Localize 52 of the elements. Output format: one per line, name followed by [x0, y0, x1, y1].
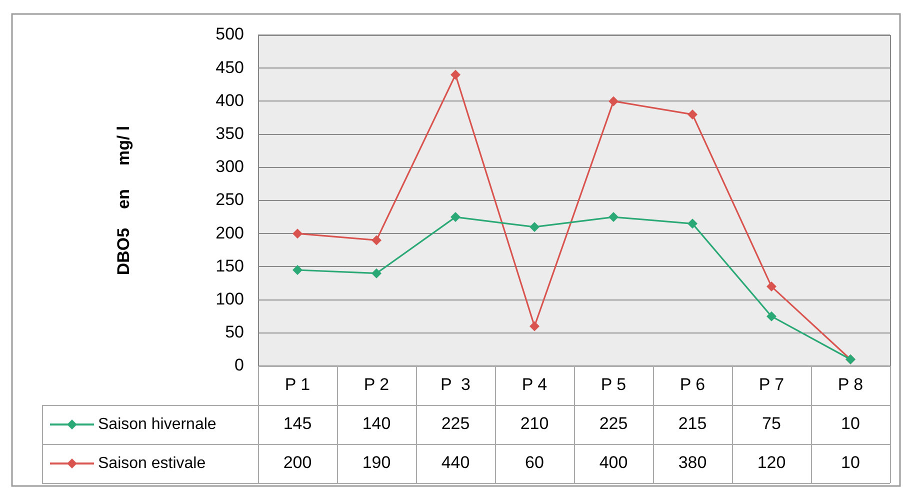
point [372, 235, 382, 246]
data-label: 440 [441, 453, 470, 472]
data-label: 215 [678, 414, 707, 434]
point [766, 311, 776, 322]
point [608, 96, 618, 106]
y-tick-label: 500 [216, 24, 244, 44]
data-label: 120 [757, 453, 786, 472]
point [530, 321, 540, 332]
point [450, 70, 460, 80]
y-tick-label: 350 [216, 124, 244, 143]
data-label: 145 [283, 414, 312, 434]
data-label: 400 [599, 453, 628, 472]
point [688, 218, 698, 229]
data-label: 190 [362, 453, 391, 472]
x-tick-label: P 8 [838, 375, 864, 394]
y-tick-label: 250 [216, 190, 244, 210]
point [530, 222, 540, 232]
legend-label: Saison hivernale [98, 416, 216, 433]
point [292, 265, 302, 276]
y-tick-label: 300 [216, 157, 244, 176]
data-label: 225 [441, 414, 470, 434]
data-label: 225 [599, 414, 628, 434]
y-tick-label: 50 [225, 322, 244, 342]
x-tick-label: P 7 [758, 375, 784, 394]
y-tick-label: 200 [216, 223, 244, 242]
y-tick-label: 150 [216, 256, 244, 276]
x-tick-label: P 1 [284, 375, 310, 394]
y-tick-label: 0 [234, 356, 244, 375]
point [608, 212, 618, 222]
y-tick-label: 100 [216, 289, 244, 308]
data-label: 140 [362, 414, 391, 434]
data-label: 10 [841, 453, 860, 472]
y-axis-title: DBO5 en mg/ l [114, 126, 133, 276]
point [450, 212, 460, 222]
data-label: 210 [520, 414, 549, 434]
x-tick-label: P 4 [522, 375, 548, 394]
x-tick-label: P 2 [364, 375, 390, 394]
data-label: 75 [762, 414, 781, 434]
point [688, 109, 698, 120]
x-tick-label: P 6 [680, 375, 706, 394]
point [766, 282, 776, 292]
data-label: 10 [841, 414, 860, 434]
data-label: 60 [525, 453, 544, 472]
y-tick-label: 400 [216, 90, 244, 110]
y-tick-label: 450 [216, 58, 244, 77]
legend-label: Saison estivale [98, 454, 206, 472]
data-label: 200 [283, 453, 312, 472]
point [292, 228, 302, 239]
data-label: 380 [678, 453, 707, 472]
point [372, 268, 382, 278]
x-tick-label: P 3 [440, 375, 470, 394]
x-tick-label: P 5 [600, 375, 626, 394]
